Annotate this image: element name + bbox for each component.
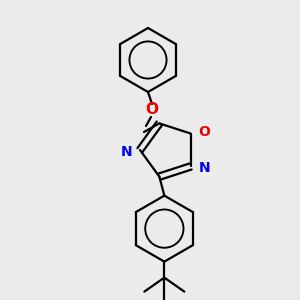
Text: N: N <box>199 161 210 176</box>
Text: O: O <box>199 124 211 139</box>
Text: O: O <box>146 103 158 118</box>
Text: N: N <box>120 145 132 159</box>
